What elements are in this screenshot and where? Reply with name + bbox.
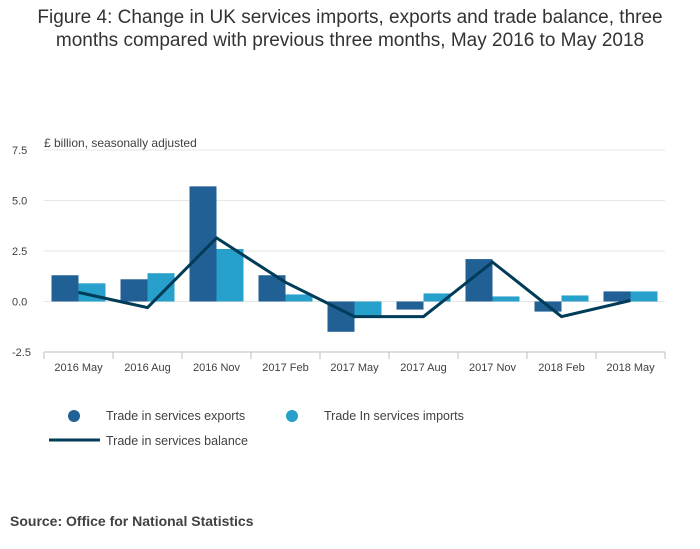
x-tick-label: 2017 Aug [400, 362, 447, 374]
legend: Trade in services exports Trade In servi… [49, 409, 464, 448]
balance-line-group [78, 235, 631, 319]
y-axis-label: £ billion, seasonally adjusted [44, 136, 197, 150]
x-tick-label: 2017 May [330, 362, 379, 374]
exports-bar [396, 301, 424, 310]
x-tick-label: 2017 Feb [262, 362, 308, 374]
x-tick-label: 2018 May [606, 362, 655, 374]
imports-bar [216, 248, 244, 302]
x-tick-label: 2018 Feb [538, 362, 584, 374]
chart-title-line-2: months compared with previous three mont… [55, 30, 645, 51]
y-tick-label: 0.0 [12, 297, 27, 309]
y-tick-label: 2.5 [12, 246, 27, 258]
source-note: Source: Office for National Statistics [10, 513, 254, 529]
x-tick-label: 2016 May [54, 362, 103, 374]
imports-bar [630, 291, 658, 302]
y-tick-label: -2.5 [12, 347, 31, 359]
y-tick-label: 5.0 [12, 196, 27, 208]
legend-exports-marker [68, 410, 80, 422]
imports-bar [285, 294, 313, 302]
legend-imports-label: Trade In services imports [324, 409, 464, 423]
bars [51, 186, 658, 332]
x-tick-label: 2016 Aug [124, 362, 171, 374]
x-axis: 2016 May 2016 Aug 2016 Nov 2017 Feb 2017 May… [43, 351, 666, 374]
y-tick-label: 7.5 [12, 145, 27, 157]
exports-bar [51, 275, 79, 302]
chart-title-line-1: Figure 4: Change in UK services imports,… [37, 7, 663, 28]
legend-exports-label: Trade in services exports [106, 409, 245, 423]
x-tick-label: 2016 Nov [193, 362, 241, 374]
imports-bar [354, 301, 382, 317]
imports-bar [561, 295, 589, 302]
legend-imports-marker [286, 410, 298, 422]
balance-line [78, 235, 631, 319]
legend-balance-label: Trade in services balance [106, 434, 248, 448]
x-tick-label: 2017 Nov [469, 362, 517, 374]
imports-bar [492, 296, 520, 302]
y-axis-ticks: 7.5 5.0 2.5 0.0 -2.5 [12, 145, 31, 359]
chart-title: Figure 4: Change in UK services imports,… [0, 6, 700, 52]
imports-bar [147, 273, 175, 302]
imports-bar [423, 293, 451, 302]
exports-bar [120, 279, 148, 302]
exports-bar [603, 291, 631, 302]
